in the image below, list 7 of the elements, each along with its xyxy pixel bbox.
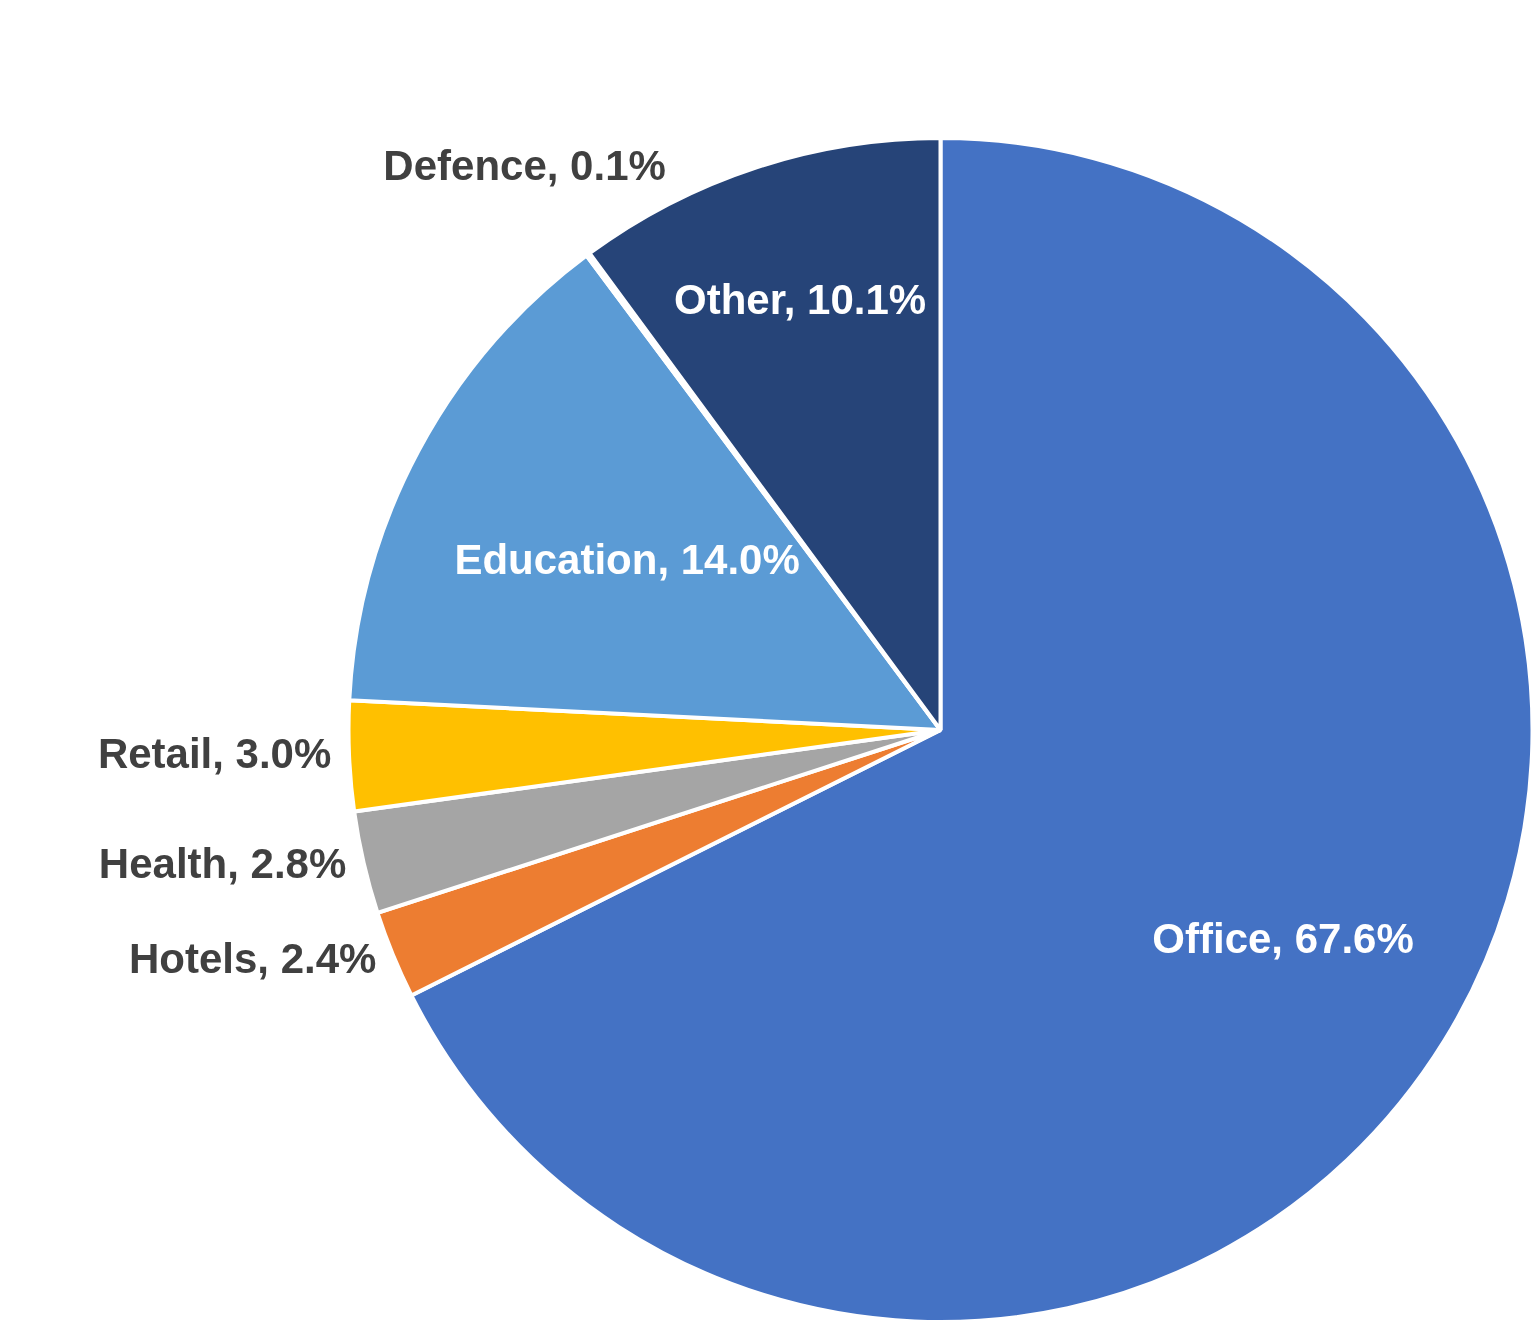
slice-label: Hotels, 2.4% <box>128 935 377 983</box>
slice-label: Other, 10.1% <box>674 276 927 324</box>
slice-label: Retail, 3.0% <box>97 730 332 778</box>
slice-label: Health, 2.8% <box>98 840 347 888</box>
slice-label: Education, 14.0% <box>454 536 800 584</box>
slice-label: Office, 67.6% <box>1152 914 1414 962</box>
slice-label: Defence, 0.1% <box>383 142 666 190</box>
